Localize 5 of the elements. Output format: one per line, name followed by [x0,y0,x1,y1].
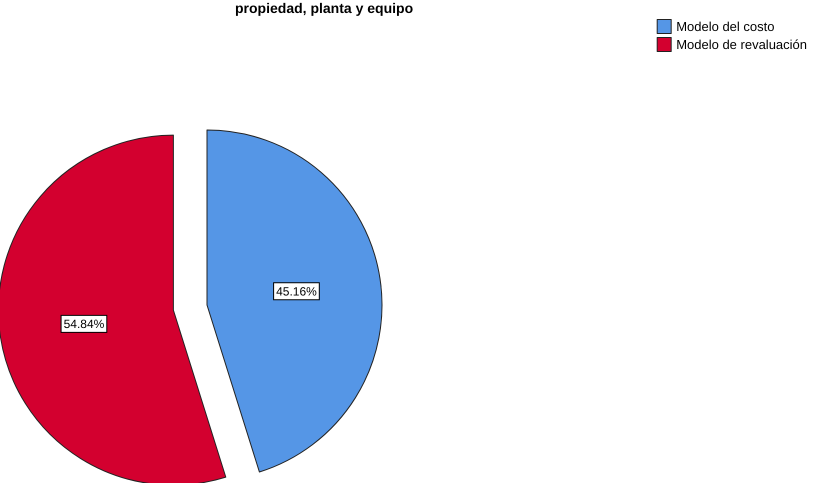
data-label: 54.84% [64,316,105,331]
legend-label: Modelo del costo [676,19,774,34]
legend-label: Modelo de revaluación [676,37,808,52]
chart-title: propiedad, planta y equipo [235,0,414,16]
data-label: 45.16% [276,284,318,298]
